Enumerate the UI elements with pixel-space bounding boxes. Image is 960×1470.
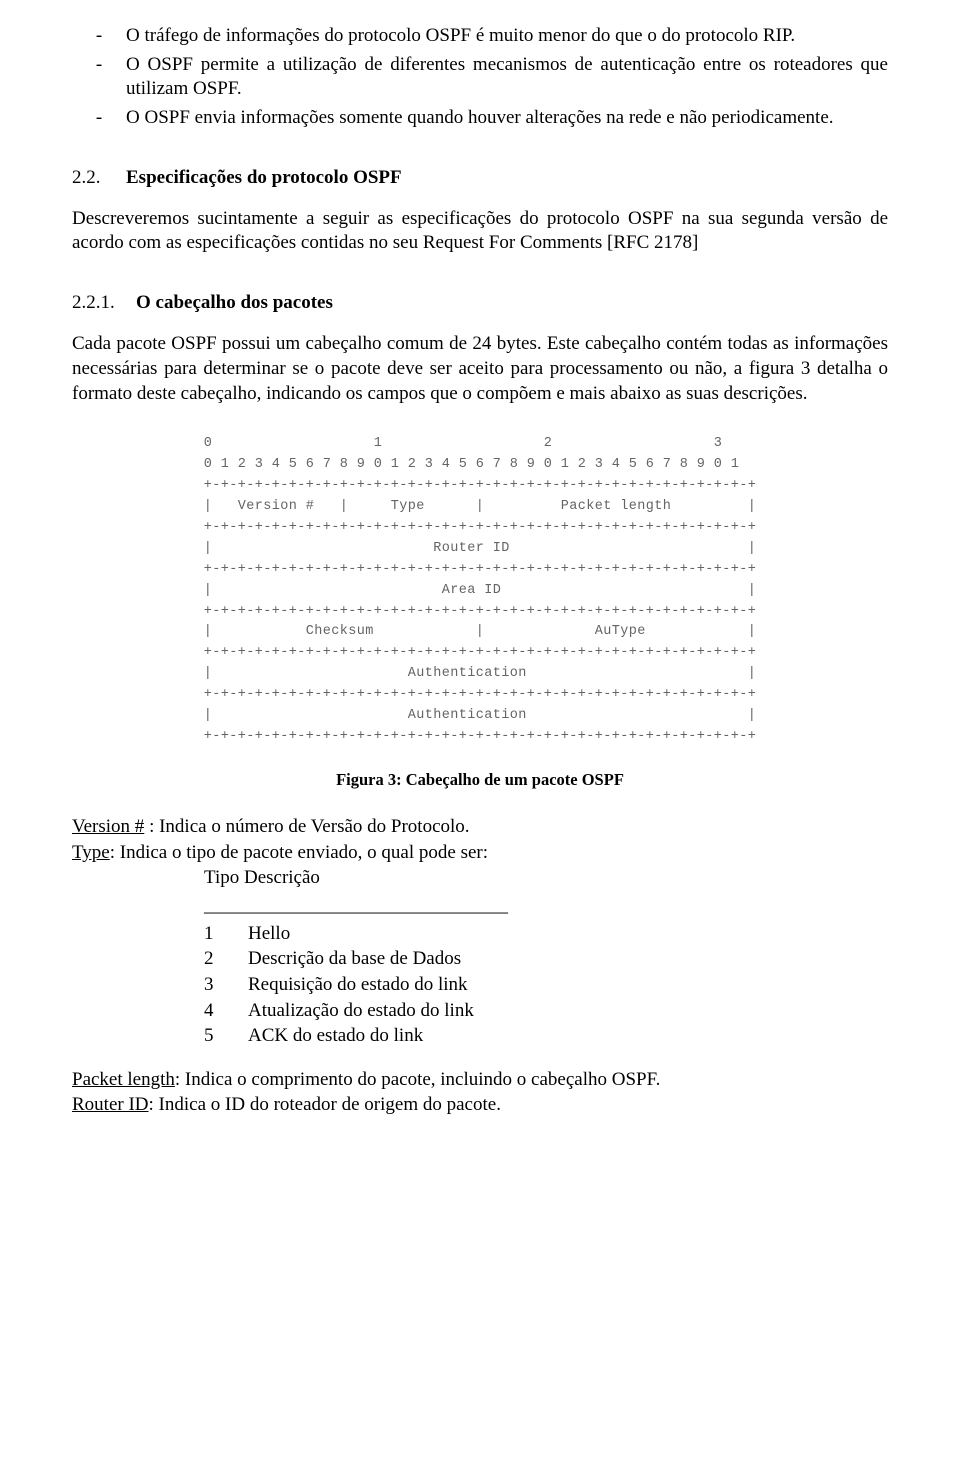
type-description: Descrição da base de Dados <box>248 946 888 972</box>
type-description: Requisição do estado do link <box>248 972 888 998</box>
paragraph: Cada pacote OSPF possui um cabeçalho com… <box>72 332 888 406</box>
ospf-header-figure: 0 1 2 3 0 1 2 3 4 5 6 7 8 9 0 1 2 3 4 5 … <box>72 434 888 748</box>
table-row: 4 Atualização do estado do link <box>204 998 888 1024</box>
list-item: - O OSPF permite a utilização de diferen… <box>72 53 888 102</box>
table-row: 5 ACK do estado do link <box>204 1023 888 1049</box>
field-version: Version # : Indica o número de Versão do… <box>72 814 888 840</box>
divider-line: ________________________________ <box>204 893 888 919</box>
field-name: Version # <box>72 816 144 837</box>
field-name: Router ID <box>72 1094 149 1115</box>
type-number: 3 <box>204 972 248 998</box>
type-description: Atualização do estado do link <box>248 998 888 1024</box>
list-item: - O OSPF envia informações somente quand… <box>72 106 888 131</box>
field-name: Type <box>72 842 110 863</box>
type-number: 5 <box>204 1023 248 1049</box>
field-desc: : Indica o tipo de pacote enviado, o qua… <box>110 842 488 863</box>
table-row: 2 Descrição da base de Dados <box>204 946 888 972</box>
figure-caption: Figura 3: Cabeçalho de um pacote OSPF <box>72 770 888 790</box>
type-description: ACK do estado do link <box>248 1023 888 1049</box>
type-number: 4 <box>204 998 248 1024</box>
table-row: 3 Requisição do estado do link <box>204 972 888 998</box>
ascii-diagram: 0 1 2 3 0 1 2 3 4 5 6 7 8 9 0 1 2 3 4 5 … <box>204 434 757 748</box>
field-desc: : Indica o ID do roteador de origem do p… <box>149 1094 501 1115</box>
bullet-dash-icon: - <box>72 106 126 131</box>
section-heading-2-2-1: 2.2.1. O cabeçalho dos pacotes <box>72 292 888 314</box>
field-desc: : Indica o comprimento do pacote, inclui… <box>175 1069 661 1090</box>
bullet-dash-icon: - <box>72 53 126 78</box>
bullet-text: O tráfego de informações do protocolo OS… <box>126 24 888 49</box>
field-name: Packet length <box>72 1069 175 1090</box>
bullet-dash-icon: - <box>72 24 126 49</box>
section-title: Especificações do protocolo OSPF <box>126 167 402 189</box>
type-number: 1 <box>204 921 248 947</box>
bullet-text: O OSPF permite a utilização de diferente… <box>126 53 888 102</box>
type-description: Hello <box>248 921 888 947</box>
field-type: Type: Indica o tipo de pacote enviado, o… <box>72 840 888 866</box>
table-row: 1 Hello <box>204 921 888 947</box>
bullet-list: - O tráfego de informações do protocolo … <box>72 24 888 131</box>
type-table-header: Tipo Descrição <box>204 865 888 891</box>
section-number: 2.2.1. <box>72 292 136 314</box>
type-table: 1 Hello 2 Descrição da base de Dados 3 R… <box>204 921 888 1049</box>
list-item: - O tráfego de informações do protocolo … <box>72 24 888 49</box>
section-number: 2.2. <box>72 167 126 189</box>
section-title: O cabeçalho dos pacotes <box>136 292 333 314</box>
section-heading-2-2: 2.2. Especificações do protocolo OSPF <box>72 167 888 189</box>
field-packet-length: Packet length: Indica o comprimento do p… <box>72 1067 888 1093</box>
paragraph: Descreveremos sucintamente a seguir as e… <box>72 207 888 256</box>
document-page: - O tráfego de informações do protocolo … <box>0 0 960 1158</box>
field-router-id: Router ID: Indica o ID do roteador de or… <box>72 1092 888 1118</box>
field-desc: : Indica o número de Versão do Protocolo… <box>144 816 469 837</box>
type-number: 2 <box>204 946 248 972</box>
bullet-text: O OSPF envia informações somente quando … <box>126 106 888 131</box>
